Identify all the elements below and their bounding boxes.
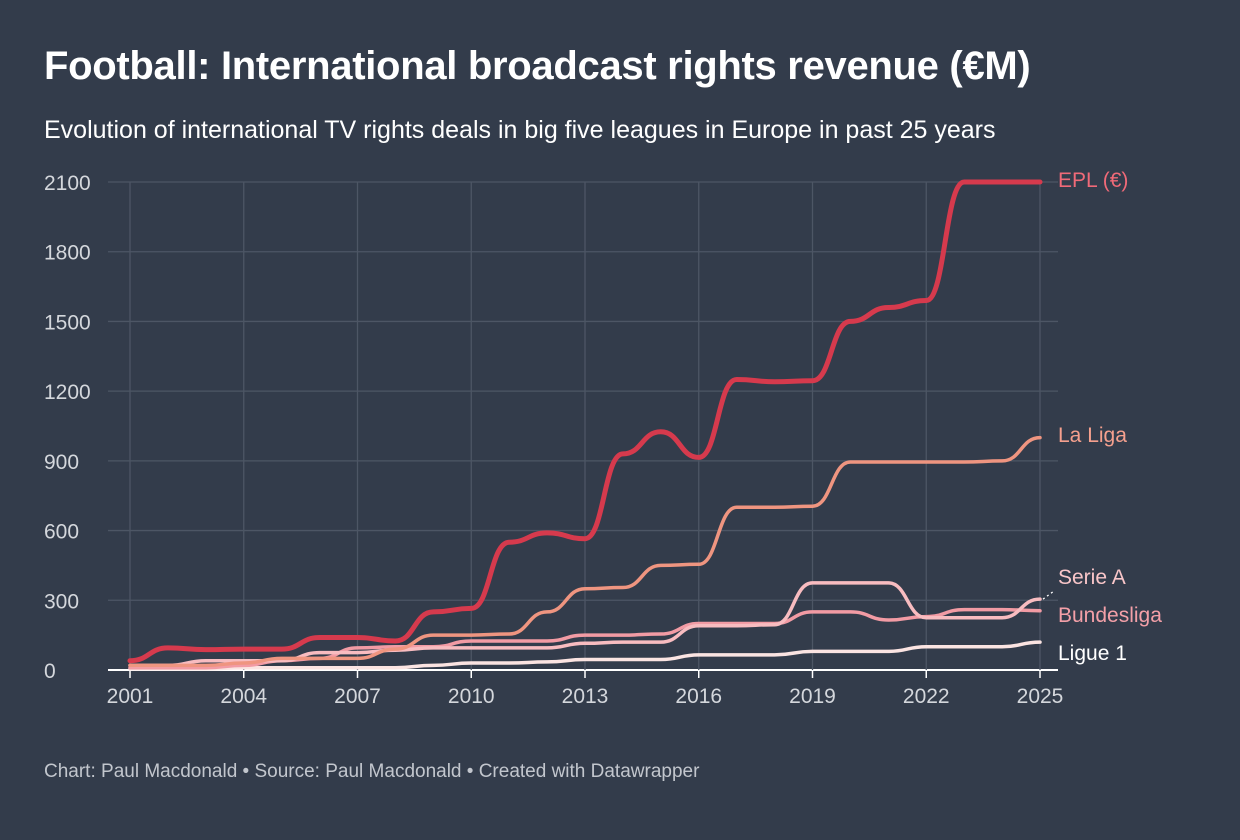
series-line-ligue-1	[128, 640, 1042, 671]
series-line-epl	[127, 179, 1043, 664]
y-tick-label: 1200	[44, 381, 91, 404]
axis-labels: 0 300 600 900 1200 1500 1800 2100 2001 2004 2007 20…	[44, 172, 1063, 708]
gridlines	[108, 181, 1058, 678]
series-line-la-liga	[128, 435, 1042, 668]
series-labels: EPL (€) La Liga Serie A Bundesliga Ligue 1	[1042, 169, 1162, 665]
series-label-la-liga: La Liga	[1058, 424, 1127, 447]
series-lines	[127, 179, 1043, 671]
series-label-ligue-1: Ligue 1	[1058, 642, 1127, 665]
series-label-serie-a: Serie A	[1058, 566, 1126, 589]
x-tick-label: 2016	[675, 685, 722, 708]
y-tick-label: 1500	[44, 311, 91, 334]
x-tick-label: 2022	[903, 685, 950, 708]
y-tick-label: 0	[44, 660, 56, 683]
chart-title: Football: International broadcast rights…	[44, 44, 1031, 88]
chart-subtitle: Evolution of international TV rights dea…	[44, 116, 996, 144]
x-tick-label: 2010	[448, 685, 495, 708]
series-label-bundesliga: Bundesliga	[1058, 604, 1162, 627]
x-tick-label: 2004	[220, 685, 267, 708]
series-label-epl: EPL (€)	[1058, 169, 1128, 192]
label-leader-serie-a	[1042, 590, 1055, 600]
y-tick-label: 2100	[44, 172, 91, 195]
x-tick-label: 2013	[562, 685, 609, 708]
chart-footer-credit: Chart: Paul Macdonald • Source: Paul Mac…	[44, 761, 700, 782]
x-tick-label: 2025	[1017, 685, 1064, 708]
x-tick-label: 2001	[107, 685, 154, 708]
series-line-serie-a	[128, 581, 1042, 668]
y-tick-label: 1800	[44, 242, 91, 265]
x-tick-label: 2007	[334, 685, 381, 708]
y-tick-label: 300	[44, 590, 79, 613]
x-tick-label: 2019	[789, 685, 836, 708]
y-tick-label: 900	[44, 451, 79, 474]
y-tick-label: 600	[44, 521, 79, 544]
